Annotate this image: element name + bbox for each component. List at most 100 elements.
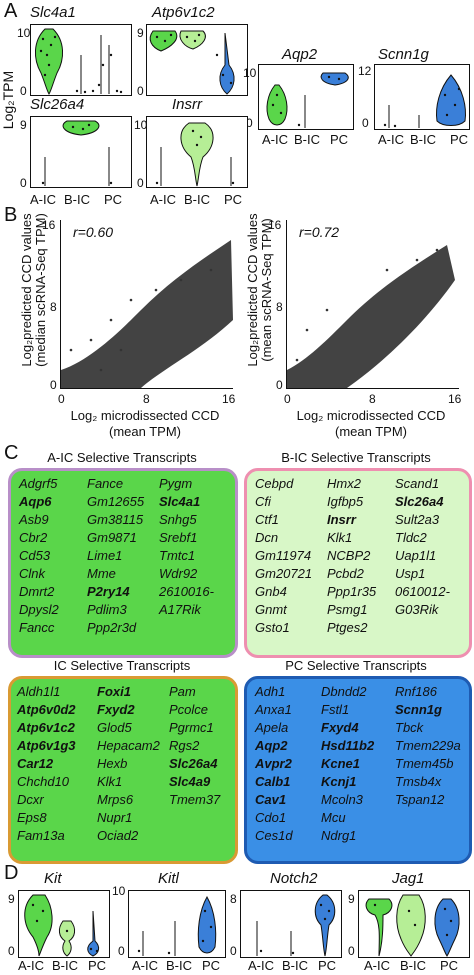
transcript: Gm11974 — [255, 548, 312, 563]
transcript: Aqp2 — [255, 738, 288, 753]
xcat-slc26-bic: B-IC — [64, 192, 90, 207]
ic-col-1: Aldh1l1 Atp6v0d2 Atp6v1c2 Atp6v1g3 Car12… — [17, 683, 76, 845]
tick-kitl-bot: 0 — [118, 944, 125, 958]
transcript: Anxa1 — [255, 702, 292, 717]
xcat-insrr-pc: PC — [224, 192, 243, 207]
aic-col-2: Fance Gm12655 Gm38115 Gm9871 Lime1 Mme P… — [87, 475, 144, 637]
transcript: Glod5 — [97, 720, 132, 735]
xcat-kitl-bic: B-IC — [166, 958, 192, 973]
transcript: Klk1 — [97, 774, 123, 789]
transcript: Fancc — [19, 620, 55, 635]
transcript: Gsto1 — [255, 620, 290, 635]
violin-svg-scnn1g — [383, 74, 466, 128]
xcat-aqp2-pc: PC — [330, 132, 349, 147]
pc-col-1: Adh1 Anxa1 Apela Aqp2 Avpr2 Calb1 Cav1 C… — [255, 683, 293, 845]
scatter-right-ylabel-1: Log₂predicted CCD values — [245, 213, 260, 367]
tick-aqp2-bot: 0 — [246, 116, 253, 130]
transcript: Uap1l1 — [395, 548, 437, 563]
transcript: Tldc2 — [395, 530, 427, 545]
transcript: Insrr — [327, 512, 356, 527]
violin-pc — [314, 894, 336, 957]
transcript: Eps8 — [17, 810, 47, 825]
transcript: Pcolce — [169, 702, 209, 717]
tick-atp-top: 9 — [137, 26, 144, 40]
violin-svg-kit — [24, 894, 100, 957]
violin-svg-slc4a1 — [35, 28, 123, 95]
transcript: 0610012- — [395, 584, 450, 599]
violin-bic — [58, 920, 76, 957]
transcript: Igfbp5 — [327, 494, 364, 509]
transcript: Aqp6 — [19, 494, 52, 509]
violin-bic — [180, 122, 214, 187]
transcript: Tmtc1 — [159, 548, 196, 563]
tick-notch-bot: 0 — [230, 944, 237, 958]
violin-plot-slc4a1 — [30, 24, 132, 96]
transcript: Atp6v0d2 — [17, 702, 76, 717]
ic-col-2: Foxi1 Fxyd2 Glod5 Hepacam2 Hexb Klk1 Mrp… — [97, 683, 160, 845]
panel-label-d: D — [4, 862, 19, 884]
gene-label-atp6v1c2: Atp6v1c2 — [152, 4, 215, 21]
transcript: Fxyd4 — [321, 720, 359, 735]
transcript: Hepacam2 — [97, 738, 160, 753]
gene-label-kit: Kit — [44, 870, 62, 887]
transcript: Cfi — [255, 494, 271, 509]
transcript: Dmrt2 — [19, 584, 55, 599]
transcript: Atp6v1g3 — [17, 738, 76, 753]
scatter-right-r: r=0.72 — [299, 224, 340, 240]
tick-slc4a1-bot: 0 — [20, 84, 27, 98]
bic-col-1: Cebpd Cfi Ctf1 Dcn Gm11974 Gm20721 Gnb4 … — [255, 475, 312, 637]
violin-aic — [149, 30, 178, 52]
transcript: Tmsb4x — [395, 774, 442, 789]
jitter-points — [259, 903, 331, 955]
transcript: Fam13a — [17, 828, 65, 843]
transcript: G03Rik — [395, 602, 439, 617]
transcript: Gm12655 — [87, 494, 145, 509]
violin-svg-atp6v1c2 — [149, 30, 235, 95]
jitter-points — [39, 35, 123, 94]
tick-scnn-bot: 0 — [362, 116, 369, 130]
tick-kit-bot: 0 — [8, 944, 15, 958]
transcript: Asb9 — [19, 512, 49, 527]
panel-label-b: B — [4, 204, 18, 226]
transcript: Foxi1 — [97, 684, 131, 699]
violin-aic — [35, 28, 63, 95]
aic-col-3: Pygm Slc4a1 Snhg5 Srebf1 Tmtc1 Wdr92 261… — [159, 475, 214, 619]
gene-label-slc4a1: Slc4a1 — [30, 4, 76, 21]
scatter-left-r: r=0.60 — [73, 224, 114, 240]
transcript: Cd53 — [19, 548, 51, 563]
aic-box-title: A-IC Selective Transcripts — [47, 450, 197, 465]
transcript: Calb1 — [255, 774, 291, 789]
transcript: Kcnj1 — [321, 774, 357, 789]
scatter-left-svg — [61, 240, 233, 388]
xcat-jag-pc: PC — [440, 958, 459, 973]
transcript: Wdr92 — [159, 566, 198, 581]
transcript: Dcn — [255, 530, 279, 545]
transcript: Chchd10 — [17, 774, 70, 789]
violin-svg-aqp2 — [266, 72, 349, 128]
transcript: Slc26a4 — [169, 756, 218, 771]
gene-label-notch2: Notch2 — [270, 870, 318, 887]
jitter-points — [373, 903, 453, 937]
pc-transcripts-box: Adh1 Anxa1 Apela Aqp2 Avpr2 Calb1 Cav1 C… — [244, 676, 472, 864]
xcat-notch-aic: A-IC — [248, 958, 274, 973]
transcript: Hsd11b2 — [321, 738, 375, 753]
transcript: Cebpd — [255, 476, 294, 491]
transcript: Fance — [87, 476, 124, 491]
transcript: Scnn1g — [395, 702, 442, 717]
transcript: Atp6v1c2 — [17, 720, 75, 735]
transcript: Kcne1 — [321, 756, 361, 771]
transcript: Fxyd2 — [97, 702, 135, 717]
transcript: Fstl1 — [321, 702, 350, 717]
xcat-kit-aic: A-IC — [18, 958, 44, 973]
tick-jag-top: 9 — [348, 892, 355, 906]
violin-aic — [266, 84, 288, 126]
tick-jag-bot: 0 — [348, 944, 355, 958]
gene-label-kitl: Kitl — [158, 870, 179, 887]
transcript: Sult2a3 — [395, 512, 440, 527]
xcat-kitl-aic: A-IC — [132, 958, 158, 973]
violin-bic — [62, 120, 100, 136]
scatter-right-xlabel-1: Log₂ microdissected CCD — [296, 408, 446, 423]
xcat-kit-pc: PC — [88, 958, 107, 973]
transcript: Usp1 — [395, 566, 426, 581]
transcript: Rnf186 — [395, 684, 437, 699]
